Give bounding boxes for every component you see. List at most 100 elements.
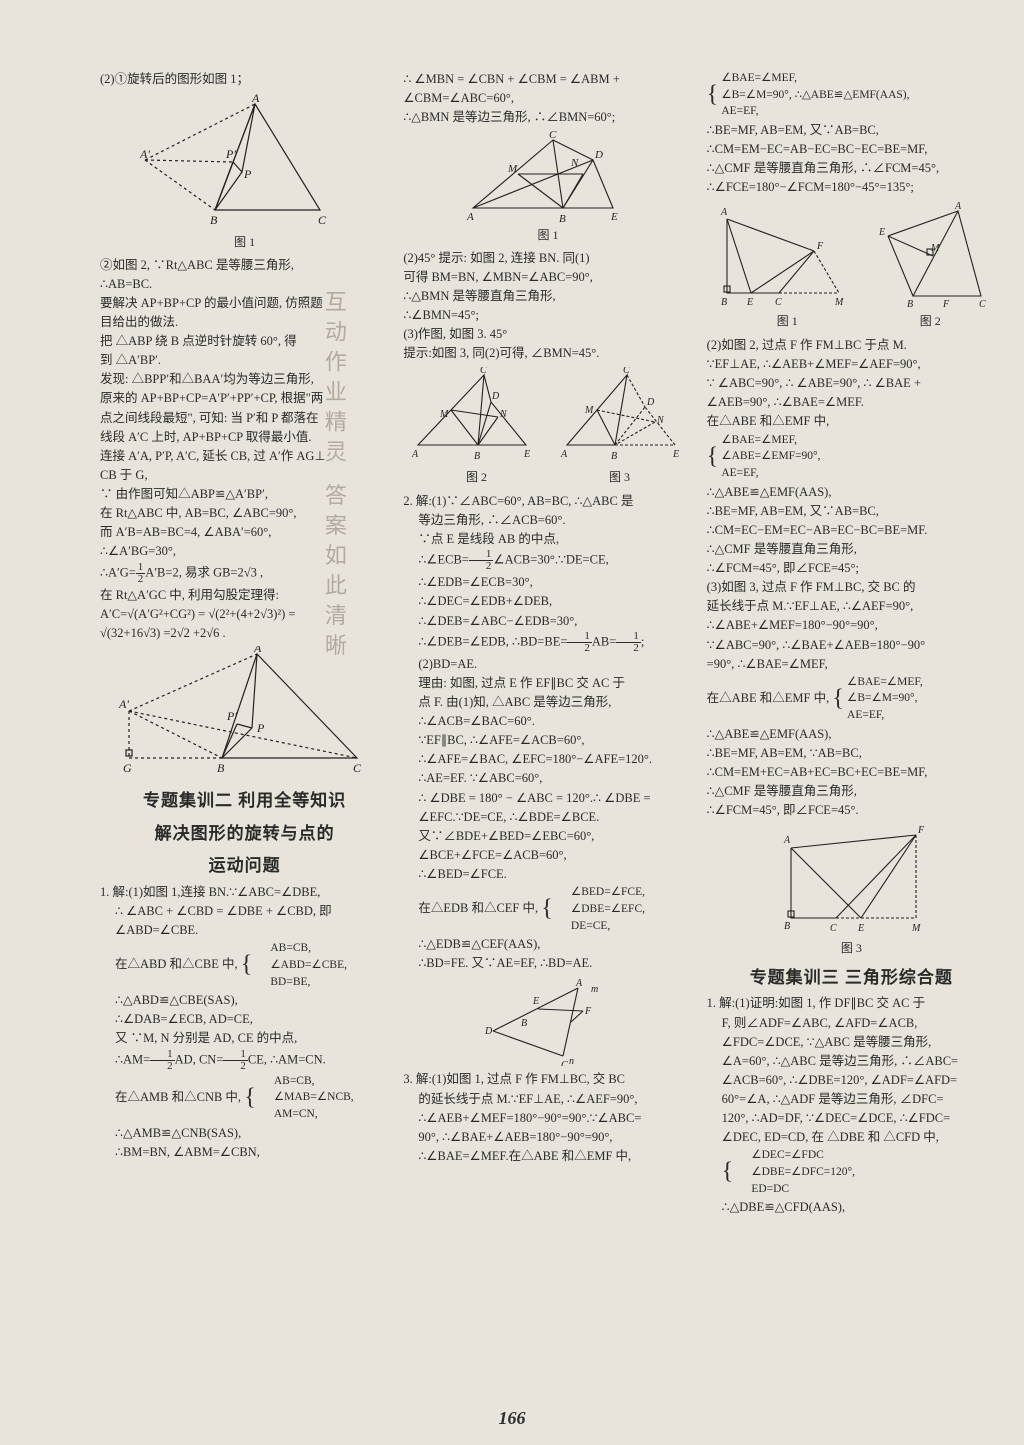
svg-text:E: E — [523, 449, 530, 460]
text-line: ∴△CMF 是等腰直角三角形, — [707, 540, 996, 558]
svg-text:C: C — [623, 367, 630, 376]
text-line: ∵EF∥BC, ∴∠AFE=∠ACB=60°, — [403, 731, 692, 749]
svg-text:B: B — [721, 297, 727, 308]
text-line: { ∠BAE=∠MEF, ∠ABE=∠EMF=90°, AE=EF, — [707, 432, 996, 482]
svg-text:G: G — [123, 761, 132, 775]
text-line: ∴∠AEB+∠MEF=180°−90°=90°.∵∠ABC= — [403, 1109, 692, 1127]
figure-caption: 图 1 — [100, 234, 389, 251]
svg-text:M: M — [507, 163, 518, 175]
text-line: ∴△CMF 是等腰直角三角形, — [707, 782, 996, 800]
text-line: 在 Rt△A′GC 中, 利用勾股定理得: — [100, 586, 389, 604]
text-line: 3. 解:(1)如图 1, 过点 F 作 FM⊥BC, 交 BC — [403, 1070, 692, 1088]
text-line: { ∠BAE=∠MEF, ∠B=∠M=90°, ∴△ABE≌△EMF(AAS),… — [707, 70, 996, 120]
text-line: ∴△CMF 是等腰直角三角形, ∴∠FCM=45°, — [707, 159, 996, 177]
svg-text:M: M — [930, 243, 940, 254]
text-line: ∴∠BED=∠FCE. — [403, 865, 692, 883]
column-2: ∴ ∠MBN = ∠CBN + ∠CBM = ∠ABM + ∠CBM=∠ABC=… — [403, 70, 692, 1218]
text-line: 要解决 AP+BP+CP 的最小值问题, 仿照题 — [100, 294, 389, 312]
text-line: (3)作图, 如图 3. 45° — [403, 325, 692, 343]
svg-text:D: D — [491, 391, 500, 402]
text-line: ∴∠FCM=45°, 即∠FCE=45°. — [707, 801, 996, 819]
svg-text:B: B — [210, 213, 218, 227]
svg-text:C: C — [830, 923, 837, 934]
svg-text:B: B — [611, 451, 617, 462]
text-line: ∴△ABE≌△EMF(AAS), — [707, 725, 996, 743]
svg-text:F: F — [584, 1006, 592, 1017]
svg-text:N: N — [570, 157, 579, 169]
svg-text:C: C — [318, 213, 327, 227]
text-line: ∴∠FCM=45°, 即∠FCE=45°; — [707, 559, 996, 577]
text-line: ∵EF⊥AE, ∴∠AEB+∠MEF=∠AEF=90°, — [707, 355, 996, 373]
text-line: 点之间线段最短", 可知: 当 P′和 P 都落在 — [100, 409, 389, 427]
text-line: ∴AM=12AD, CN=12CE, ∴AM=CN. — [100, 1049, 389, 1072]
text-line: ∠AEB=90°, ∴∠BAE=∠MEF. — [707, 393, 996, 411]
text-line: ∴AE=EF. ∵∠ABC=60°, — [403, 769, 692, 787]
text-line: ∴∠DEC=∠EDB+∠DEB, — [403, 592, 692, 610]
text-line: ∴CM=EC−EM=EC−AB=EC−BC=BE=MF. — [707, 521, 996, 539]
text-line: ∴BE=MF, AB=EM, 又∵AB=BC, — [707, 502, 996, 520]
figure-caption: 图 2 — [409, 469, 544, 486]
text-line: ②如图 2, ∵Rt△ABC 是等腰三角形, — [100, 256, 389, 274]
text-line: ∴∠BAE=∠MEF.在△ABE 和△EMF 中, — [403, 1147, 692, 1165]
text-line: 在△ABE 和△EMF 中, — [707, 412, 996, 430]
section-heading: 专题集训三 三角形综合题 — [707, 966, 996, 991]
svg-text:C: C — [775, 297, 782, 308]
text-line: ∴A′G=12A′B=2, 易求 GB=2√3 , — [100, 562, 389, 585]
text-line: ∴BD=FE. 又∵AE=EF, ∴BD=AE. — [403, 954, 692, 972]
svg-text:B: B — [521, 1018, 527, 1029]
text-line: ∵ 由作图可知△ABP≌△A′BP′, — [100, 485, 389, 503]
text-line: 2. 解:(1)∵∠ABC=60°, AB=BC, ∴△ABC 是 — [403, 492, 692, 510]
svg-text:C: C — [480, 367, 487, 376]
svg-text:C: C — [561, 1060, 568, 1066]
text-line: 在△EDB 和△CEF 中, { ∠BED=∠FCE, ∠DBE=∠EFC, D… — [403, 884, 692, 934]
svg-text:C: C — [549, 130, 557, 141]
column-1: (2)①旋转后的图形如图 1； A A′ P P′ B — [100, 70, 389, 1218]
svg-text:P: P — [243, 167, 252, 181]
svg-text:A: A — [253, 646, 262, 655]
svg-text:M: M — [584, 405, 594, 416]
text-line: 又 ∵M, N 分别是 AD, CE 的中点, — [100, 1029, 389, 1047]
text-line: ∠ABD=∠CBE. — [100, 921, 389, 939]
svg-text:P: P — [256, 721, 265, 735]
text-line: 1. 解:(1)如图 1,连接 BN.∵∠ABC=∠DBE, — [100, 883, 389, 901]
text-line: ∠BCE+∠FCE=∠ACB=60°, — [403, 846, 692, 864]
figure-col2-23: A B C D E M N — [403, 367, 692, 488]
text-line: ∴△ABE≌△EMF(AAS), — [707, 483, 996, 501]
svg-text:D: D — [594, 149, 603, 161]
text-line: (2)BD=AE. — [403, 655, 692, 673]
svg-text:E: E — [878, 227, 885, 238]
text-line: F, 则∠ADF=∠ABC, ∠AFD=∠ACB, — [707, 1014, 996, 1032]
svg-text:M: M — [834, 297, 844, 308]
text-line: 90°, ∴∠BAE+∠AEB=180°−90°=90°, — [403, 1128, 692, 1146]
text-line: ∴AB=BC. — [100, 275, 389, 293]
text-line: ∴∠FCE=180°−∠FCM=180°−45°=135°; — [707, 178, 996, 196]
svg-text:B: B — [474, 451, 480, 462]
svg-text:M: M — [911, 923, 921, 934]
svg-text:C: C — [353, 761, 362, 775]
text-line: 而 A′B=AB=BC=4, ∠ABA′=60°, — [100, 523, 389, 541]
svg-text:M: M — [439, 409, 449, 420]
text-line: 理由: 如图, 过点 E 作 EF∥BC 交 AC 于 — [403, 674, 692, 692]
text-line: ∴△BMN 是等边三角形, ∴∠BMN=60°; — [403, 108, 692, 126]
svg-text:E: E — [610, 211, 618, 223]
text-line: 原来的 AP+BP+CP=A′P′+PP′+CP, 根据"两 — [100, 389, 389, 407]
text-line: 120°, ∴AD=DF, ∵∠DEC=∠DCE, ∴∠FDC= — [707, 1109, 996, 1127]
text-line: ∴CM=EM+EC=AB+EC=BC+EC=BE=MF, — [707, 763, 996, 781]
text-line: ∠EFC.∵DE=CE, ∴∠BDE=∠BCE. — [403, 808, 692, 826]
text-line: ∠DEC, ED=CD, 在 △DBE 和 △CFD 中, — [707, 1128, 996, 1146]
text-line: 在 Rt△ABC 中, AB=BC, ∠ABC=90°, — [100, 504, 389, 522]
figure-col3-12: A B E C M F — [707, 201, 996, 332]
text-line: ∴∠DAB=∠ECB, AD=CE, — [100, 1010, 389, 1028]
svg-text:F: F — [942, 299, 950, 310]
text-line: ∴∠AFE=∠BAC, ∠EFC=180°−∠AFE=120°. — [403, 750, 692, 768]
text-line: ∠A=60°, ∴△ABC 是等边三角形, ∴∠ABC= — [707, 1052, 996, 1070]
figure-caption: 图 3 — [552, 469, 687, 486]
text-line: ∴∠BMN=45°; — [403, 306, 692, 324]
figure-col3-3: A B C E M F 图 3 — [707, 823, 996, 957]
svg-text:B: B — [907, 299, 913, 310]
text-line: ∴△BMN 是等腰直角三角形, — [403, 287, 692, 305]
text-line: { ∠DEC=∠FDC ∠DBE=∠DFC=120°, ED=DC — [707, 1147, 996, 1197]
text-line: ∴∠ACB=∠BAC=60°. — [403, 712, 692, 730]
text-line: ∴BE=MF, AB=EM, 又∵AB=BC, — [707, 121, 996, 139]
text-line: 提示:如图 3, 同(2)可得, ∠BMN=45°. — [403, 344, 692, 362]
